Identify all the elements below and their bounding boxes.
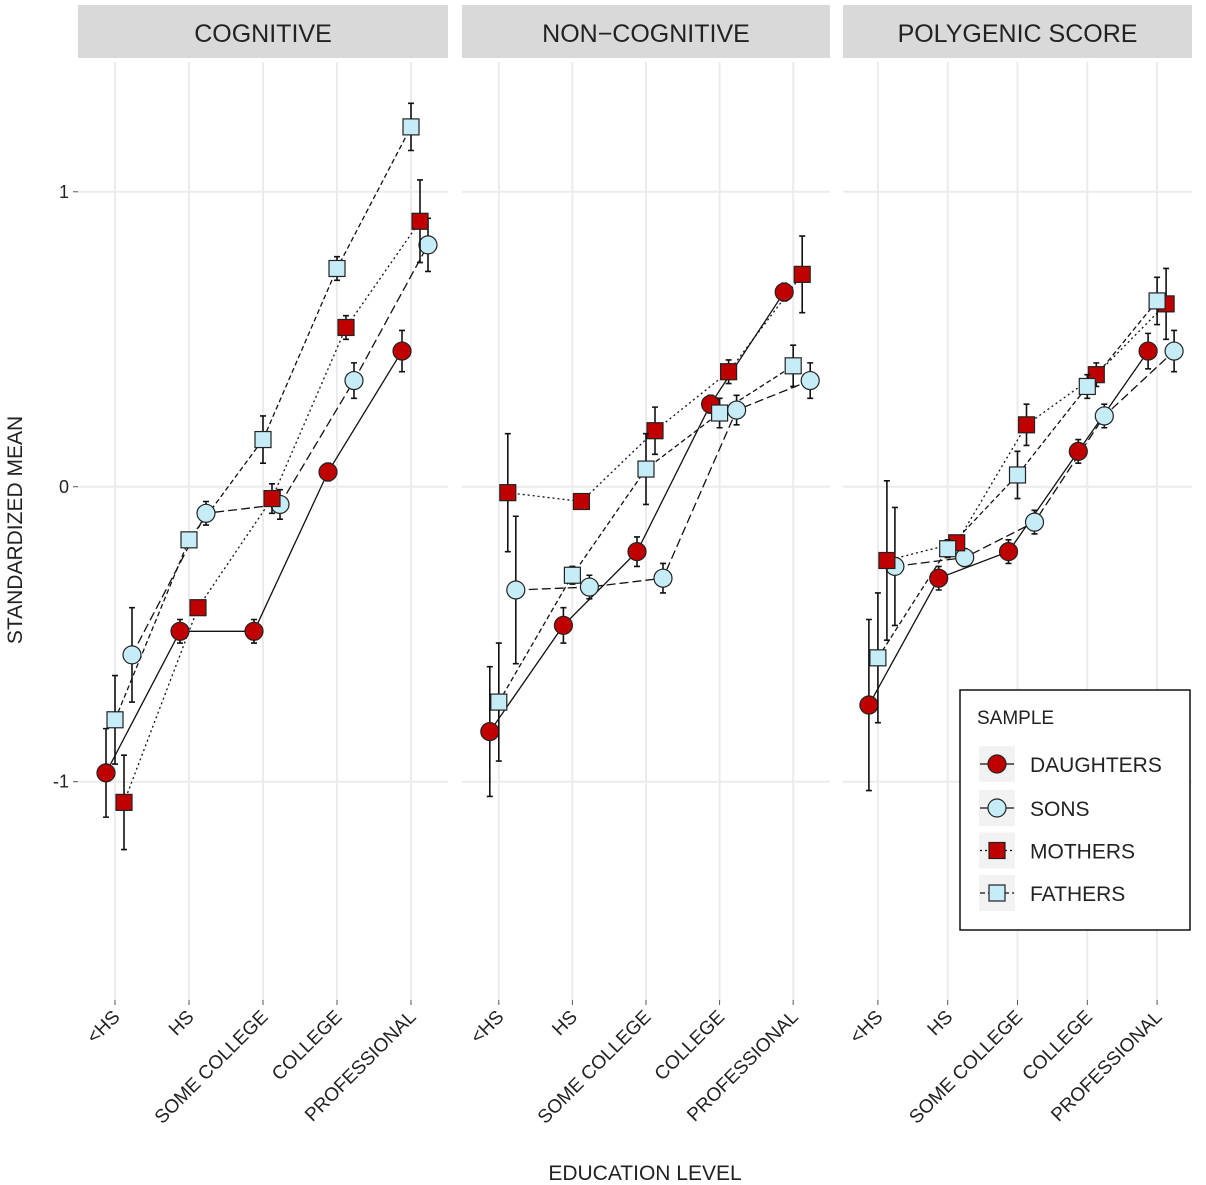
point (859, 695, 879, 715)
point (784, 357, 802, 375)
y-tick-label: -1 (53, 772, 69, 792)
x-tick-label: HS (548, 1007, 582, 1041)
y-tick-label: 0 (59, 477, 69, 497)
series-line (877, 300, 1158, 659)
point (563, 566, 582, 584)
point (402, 118, 420, 136)
point (1094, 406, 1114, 426)
point (579, 577, 600, 597)
point (196, 503, 216, 523)
point (572, 492, 591, 511)
legend-label: SONS (1030, 798, 1090, 821)
point (1138, 341, 1158, 361)
strip-title: NON−COGNITIVE (542, 20, 750, 48)
point (1148, 292, 1166, 310)
point (418, 235, 438, 255)
point (106, 711, 124, 729)
x-tick-label: HS (165, 1007, 199, 1041)
legend-key-marker (987, 754, 1007, 774)
point (263, 489, 281, 508)
point (506, 580, 526, 600)
point (411, 212, 429, 230)
legend-key-marker (987, 798, 1007, 818)
legend-label: DAUGHTERS (1030, 754, 1162, 777)
point (1008, 466, 1027, 484)
point (180, 531, 198, 549)
point (646, 422, 664, 440)
point (939, 540, 957, 558)
legend-label: FATHERS (1030, 883, 1125, 906)
point (1164, 341, 1184, 361)
point (392, 341, 412, 361)
point (96, 763, 116, 783)
strip (843, 5, 1192, 58)
point (637, 460, 655, 478)
point (653, 568, 673, 588)
point (878, 551, 896, 570)
point (490, 693, 508, 711)
legend-key-marker (988, 884, 1006, 902)
y-axis-title: STANDARDIZED MEAN (4, 416, 27, 644)
strip-title: POLYGENIC SCORE (898, 20, 1138, 48)
point (1078, 377, 1096, 396)
point (800, 370, 820, 391)
point (726, 400, 747, 420)
point (1017, 416, 1036, 434)
point (318, 462, 338, 482)
x-tick-label: <HS (83, 1007, 124, 1048)
point (170, 621, 190, 641)
strip (78, 5, 448, 58)
legend-key-marker (988, 841, 1006, 860)
point (869, 649, 887, 667)
strip-title: COGNITIVE (194, 20, 332, 48)
point (998, 542, 1019, 562)
point (793, 265, 811, 283)
y-tick-label: 1 (59, 182, 69, 202)
point (710, 404, 729, 422)
point (254, 430, 272, 449)
point (929, 568, 949, 588)
x-tick-label: <HS (467, 1007, 508, 1048)
point (1024, 512, 1045, 532)
point (344, 370, 364, 391)
strip (462, 5, 830, 58)
legend-label: MOTHERS (1030, 841, 1135, 864)
point (553, 615, 574, 635)
point (719, 363, 738, 381)
legend-title: SAMPLE (977, 708, 1054, 729)
x-tick-label: <HS (846, 1007, 887, 1048)
x-tick-label: COLLEGE (268, 1007, 346, 1085)
point (337, 318, 355, 337)
x-tick-label: HS (924, 1007, 958, 1041)
point (499, 484, 517, 502)
x-tick-label: COLLEGE (651, 1007, 729, 1085)
point (627, 542, 647, 562)
point (480, 721, 500, 742)
point (189, 599, 207, 617)
series-line (114, 126, 412, 721)
point (115, 793, 133, 811)
point (774, 282, 794, 302)
x-axis-title: EDUCATION LEVEL (548, 1162, 741, 1185)
point (328, 259, 346, 278)
point (122, 645, 142, 665)
point (244, 621, 264, 641)
point (1068, 441, 1088, 461)
